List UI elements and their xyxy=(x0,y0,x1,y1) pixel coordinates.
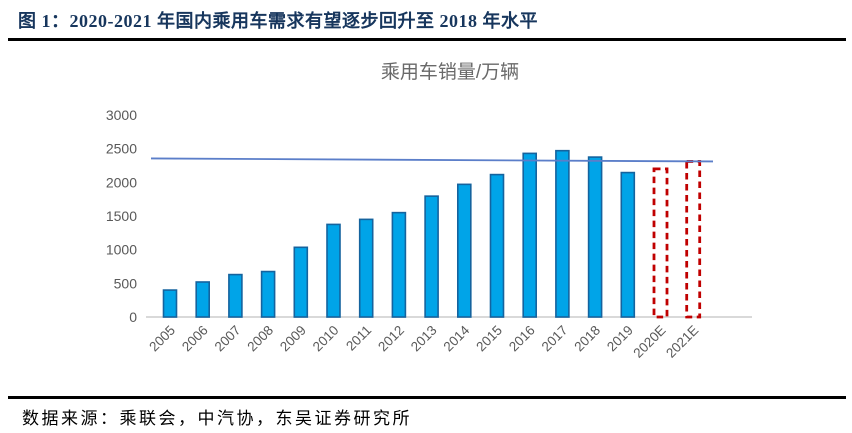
y-tick-label: 2000 xyxy=(106,174,137,190)
x-tick-label-2021E: 2021E xyxy=(663,323,701,361)
bar-2006 xyxy=(195,281,210,318)
x-tick-label-2020E: 2020E xyxy=(630,323,668,361)
bar-2005 xyxy=(162,289,178,318)
reference-line-2018-level xyxy=(150,157,714,163)
x-tick-label-2010: 2010 xyxy=(310,323,342,355)
title-divider-line xyxy=(8,38,846,41)
bar-2010 xyxy=(326,223,341,318)
y-tick-label: 3000 xyxy=(106,107,137,123)
bar-2017 xyxy=(555,149,570,318)
x-tick-label-2018: 2018 xyxy=(571,323,603,355)
x-tick-label-2015: 2015 xyxy=(473,323,505,355)
figure-title: 图 1：2020-2021 年国内乘用车需求有望逐步回升至 2018 年水平 xyxy=(18,11,538,31)
bar-2014 xyxy=(456,183,472,318)
bar-2016 xyxy=(522,152,538,318)
bar-2019 xyxy=(620,171,636,318)
y-tick-label: 1500 xyxy=(106,208,137,224)
x-tick-label-2005: 2005 xyxy=(146,323,178,355)
bar-forecast-2020E xyxy=(652,167,669,319)
x-tick-label-2012: 2012 xyxy=(375,323,407,355)
data-source-text: 数据来源：乘联会，中汽协，东吴证券研究所 xyxy=(22,409,412,428)
y-tick-label: 500 xyxy=(114,275,138,291)
y-tick-label: 2500 xyxy=(106,141,137,157)
bar-2008 xyxy=(260,270,276,318)
x-tick-label-2016: 2016 xyxy=(506,323,538,355)
passenger-car-sales-bar-chart: 0 500 1000 1500 2000 2500 3000 2005 2006 2007 2008… xyxy=(106,107,752,361)
bar-2009 xyxy=(293,246,309,318)
bar-2013 xyxy=(424,195,439,318)
x-tick-label-2009: 2009 xyxy=(277,323,309,355)
x-tick-label-2008: 2008 xyxy=(244,323,276,355)
x-tick-label-2014: 2014 xyxy=(441,322,473,354)
bar-2011 xyxy=(358,218,374,318)
x-tick-label-2007: 2007 xyxy=(212,323,244,355)
x-tick-label-2006: 2006 xyxy=(179,323,211,355)
x-tick-label-2017: 2017 xyxy=(539,323,571,355)
bar-2012 xyxy=(391,211,407,318)
bar-forecast-2021E xyxy=(685,160,702,319)
y-tick-label: 0 xyxy=(129,309,137,325)
y-tick-label: 1000 xyxy=(106,242,137,258)
x-tick-label-2011: 2011 xyxy=(343,323,374,354)
bar-2018 xyxy=(587,156,603,318)
x-tick-label-2013: 2013 xyxy=(408,323,440,355)
bar-2007 xyxy=(228,273,243,318)
source-divider-line xyxy=(8,396,846,399)
bar-2015 xyxy=(489,173,505,318)
chart-title: 乘用车销量/万辆 xyxy=(380,62,520,83)
